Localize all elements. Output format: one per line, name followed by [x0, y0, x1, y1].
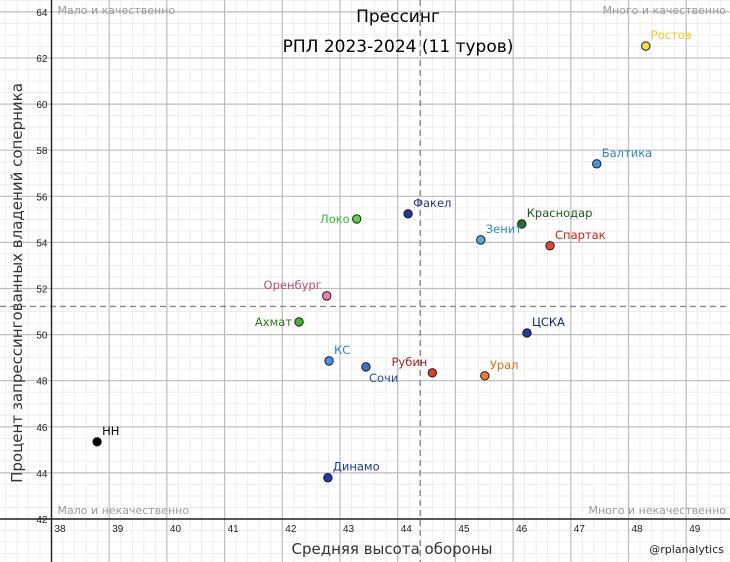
- quadrant-label-bottom-right: Много и некачественно: [589, 504, 727, 517]
- data-point-label: Оренбург: [264, 278, 322, 292]
- data-point-group: Локо: [320, 212, 362, 226]
- data-point-group: Рубин: [391, 355, 438, 378]
- data-point: [361, 362, 371, 372]
- data-point-group: Краснодар: [517, 206, 593, 229]
- x-tick-label: 47: [574, 524, 586, 535]
- y-tick-label: 60: [36, 100, 48, 111]
- y-tick-label: 56: [36, 192, 48, 203]
- x-tick-label: 48: [632, 524, 644, 535]
- y-tick-label: 54: [36, 238, 48, 249]
- data-point: [323, 473, 333, 483]
- data-point-label: Спартак: [555, 228, 606, 242]
- data-point-group: Оренбург: [264, 278, 332, 301]
- data-point-label: Сочи: [369, 371, 398, 385]
- data-point: [92, 437, 102, 447]
- x-tick-label: 43: [343, 524, 355, 535]
- data-point: [517, 219, 527, 229]
- x-tick-label: 46: [516, 524, 528, 535]
- y-tick-label: 44: [36, 469, 48, 480]
- data-point-group: ЦСКА: [522, 315, 565, 338]
- data-point-label: Динамо: [333, 460, 380, 474]
- y-tick-label: 46: [36, 423, 48, 434]
- data-point-label: Балтика: [602, 146, 652, 160]
- x-tick-label: 39: [112, 524, 124, 535]
- chart-title: Прессинг: [356, 7, 440, 27]
- y-tick-label: 42: [36, 515, 48, 526]
- data-point-label: Локо: [320, 212, 350, 226]
- data-point: [322, 291, 332, 301]
- data-point: [480, 371, 490, 381]
- data-point-group: Спартак: [545, 228, 606, 251]
- tick-labels: 38 39 40 41 42 43 44 45 46 47 48 49 42 44 46 48 50 52 54 56…: [36, 8, 700, 535]
- y-tick-label: 64: [36, 8, 48, 19]
- data-point: [427, 368, 438, 378]
- quadrant-label-top-right: Много и качественно: [602, 4, 726, 17]
- y-tick-label: 50: [36, 331, 48, 342]
- x-tick-label: 49: [689, 524, 701, 535]
- x-tick-label: 42: [285, 524, 297, 535]
- data-point-group: Урал: [480, 358, 519, 381]
- data-point-group: Ростов: [641, 28, 692, 51]
- data-point: [545, 241, 555, 251]
- data-point-label: НН: [102, 424, 119, 438]
- data-point-label: Ахмат: [255, 315, 292, 329]
- y-tick-label: 52: [36, 285, 48, 296]
- x-tick-label: 38: [55, 524, 67, 535]
- data-point-group: КС: [324, 343, 350, 366]
- data-point-label: КС: [334, 343, 350, 357]
- data-point-group: Ахмат: [255, 315, 304, 329]
- data-point-group: Динамо: [323, 460, 380, 483]
- x-axis-label: Средняя высота обороны: [292, 540, 493, 558]
- x-tick-label: 44: [401, 524, 413, 535]
- quadrant-label-top-left: Мало и качественно: [58, 4, 176, 17]
- data-point: [522, 328, 532, 338]
- data-point-group: Балтика: [592, 146, 652, 169]
- data-point-group: Факел: [403, 196, 451, 219]
- y-tick-label: 58: [36, 146, 48, 157]
- data-point-label: Краснодар: [527, 206, 593, 220]
- data-point-label: Урал: [490, 358, 519, 372]
- data-point: [294, 317, 304, 327]
- x-tick-label: 41: [228, 524, 240, 535]
- data-point-group: Зенит: [476, 222, 522, 245]
- data-point: [403, 209, 413, 219]
- y-tick-label: 62: [36, 54, 48, 65]
- credit-watermark: @rplanalytics: [649, 543, 724, 556]
- data-point-group: НН: [92, 424, 119, 447]
- data-point-group: Сочи: [361, 362, 398, 385]
- data-points: Ростов Балтика Факел Локо Краснодар Зенит Спар…: [92, 28, 692, 483]
- data-point: [641, 41, 651, 51]
- data-point-label: Зенит: [486, 222, 522, 236]
- data-point-label: Факел: [413, 196, 451, 210]
- data-point: [324, 356, 334, 366]
- chart-subtitle: РПЛ 2023-2024 (11 туров): [283, 37, 514, 57]
- data-point: [592, 159, 602, 169]
- x-tick-label: 45: [458, 524, 470, 535]
- data-point: [476, 235, 486, 245]
- data-point-label: Ростов: [651, 28, 692, 42]
- x-tick-label: 40: [170, 524, 182, 535]
- y-axis-label: Процент запрессингованных владений сопер…: [8, 83, 26, 483]
- data-point-label: Рубин: [391, 355, 427, 369]
- data-point: [352, 214, 362, 224]
- y-tick-label: 48: [36, 377, 48, 388]
- data-point-label: ЦСКА: [532, 315, 565, 329]
- quadrant-label-bottom-left: Мало и некачественно: [58, 504, 190, 517]
